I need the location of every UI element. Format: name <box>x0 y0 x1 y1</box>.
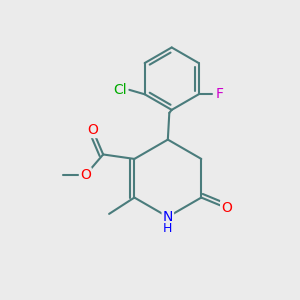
Text: N: N <box>163 210 173 224</box>
Text: O: O <box>221 201 232 215</box>
Text: O: O <box>80 168 91 182</box>
Text: Cl: Cl <box>113 83 127 97</box>
Text: F: F <box>216 87 224 101</box>
Text: H: H <box>163 222 172 235</box>
Text: O: O <box>87 123 98 137</box>
